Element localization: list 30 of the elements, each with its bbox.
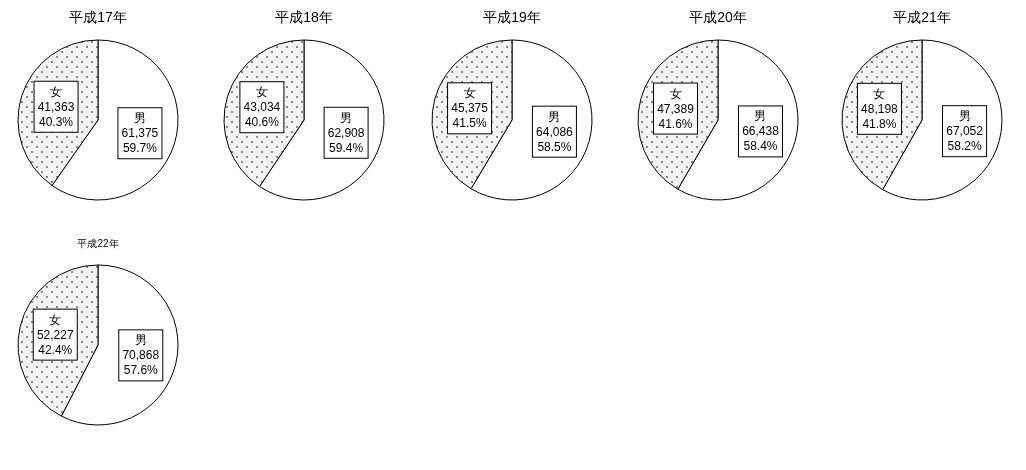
slice-label: 女 xyxy=(669,86,682,101)
chart-title: 平成18年 xyxy=(275,9,333,25)
slice-label: 男 xyxy=(548,109,561,124)
slice-label: 男 xyxy=(754,109,767,124)
chart-title: 平成17年 xyxy=(69,9,127,25)
slice-label: 女 xyxy=(873,86,886,101)
slice-label: 男 xyxy=(340,110,353,125)
chart-title: 平成19年 xyxy=(483,9,541,25)
data-label: 62,908 59.4% xyxy=(327,125,365,155)
data-label: 64,086 58.5% xyxy=(536,124,574,154)
data-label: 41,363 40.3% xyxy=(37,99,75,129)
data-label: 70,868 57.6% xyxy=(122,348,160,378)
chart-title: 平成21年 xyxy=(893,9,951,25)
slice-label: 男 xyxy=(958,109,971,124)
data-label: 45,375 41.5% xyxy=(451,101,489,131)
data-label: 43,034 40.6% xyxy=(243,100,281,130)
data-label: 47,389 41.6% xyxy=(657,101,695,131)
slice-label: 女 xyxy=(49,312,62,327)
slice-label: 男 xyxy=(134,333,147,348)
data-label: 48,198 41.8% xyxy=(861,101,899,131)
data-label: 61,375 59.7% xyxy=(121,126,159,156)
chart-title: 平成22年 xyxy=(77,238,119,249)
slice-label: 男 xyxy=(133,111,146,126)
slice-label: 女 xyxy=(255,85,268,100)
data-label: 52,227 42.4% xyxy=(36,327,74,357)
slice-label: 女 xyxy=(463,86,476,101)
data-label: 66,438 58.4% xyxy=(742,124,780,154)
chart-title: 平成20年 xyxy=(689,9,747,25)
slice-label: 女 xyxy=(50,84,63,99)
data-label: 67,052 58.2% xyxy=(946,124,984,154)
